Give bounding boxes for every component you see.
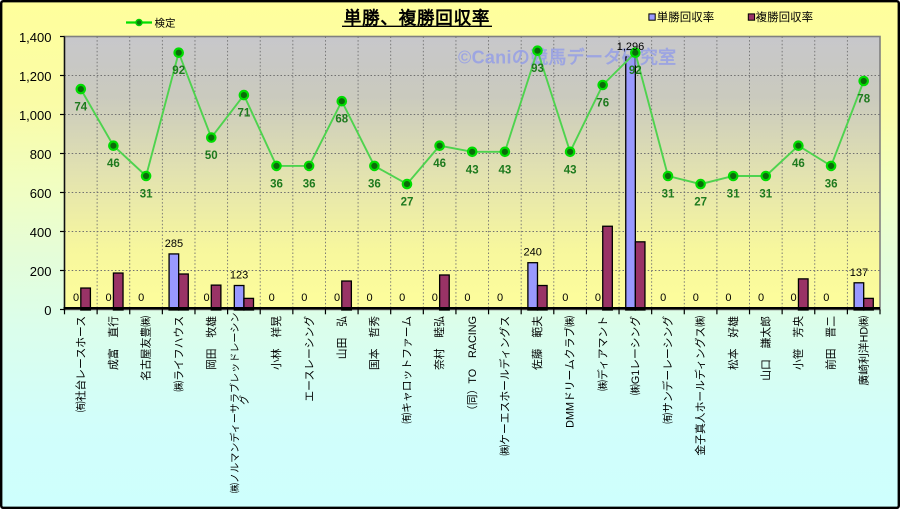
svg-text:0: 0 (497, 292, 503, 304)
svg-text:0: 0 (334, 292, 340, 304)
svg-text:0: 0 (367, 292, 373, 304)
svg-text:43: 43 (466, 164, 479, 176)
svg-text:エースレーシング: エースレーシング (302, 316, 316, 402)
svg-text:0: 0 (562, 292, 568, 304)
svg-text:78: 78 (857, 94, 870, 106)
svg-text:成富 直行: 成富 直行 (106, 316, 120, 370)
svg-text:検定: 検定 (155, 17, 176, 30)
svg-text:0: 0 (660, 292, 666, 304)
svg-text:36: 36 (270, 178, 283, 190)
svg-text:0: 0 (791, 292, 797, 304)
svg-text:0: 0 (758, 292, 764, 304)
svg-text:国本 哲秀: 国本 哲秀 (367, 316, 381, 370)
svg-text:36: 36 (303, 178, 316, 190)
svg-text:31: 31 (140, 189, 153, 201)
svg-text:31: 31 (727, 189, 740, 201)
svg-text:㈱ディアマント: ㈱ディアマント (595, 316, 609, 391)
svg-text:1,000: 1,000 (19, 108, 52, 123)
svg-text:佐藤 範夫: 佐藤 範夫 (530, 316, 544, 370)
svg-text:0: 0 (106, 292, 112, 304)
svg-text:36: 36 (368, 178, 381, 190)
svg-text:50: 50 (205, 150, 218, 162)
svg-text:単勝、複勝回収率: 単勝、複勝回収率 (344, 8, 490, 28)
svg-text:36: 36 (825, 178, 838, 190)
svg-text:小笹 芳央: 小笹 芳央 (791, 316, 805, 370)
svg-text:0: 0 (269, 292, 275, 304)
svg-text:76: 76 (596, 98, 609, 110)
svg-text:DMMドリームクラブ㈱: DMMドリームクラブ㈱ (563, 316, 577, 428)
svg-text:山田 弘: 山田 弘 (335, 316, 348, 359)
svg-text:奈村 睦弘: 奈村 睦弘 (432, 316, 446, 370)
svg-text:137: 137 (850, 267, 868, 279)
svg-text:㈲社台レースホース: ㈲社台レースホース (73, 316, 87, 412)
svg-text:1,400: 1,400 (19, 30, 52, 45)
svg-text:74: 74 (74, 102, 87, 114)
svg-text:31: 31 (662, 189, 675, 201)
svg-text:93: 93 (531, 63, 544, 75)
svg-text:92: 92 (172, 65, 185, 77)
svg-text:43: 43 (564, 164, 577, 176)
svg-text:123: 123 (230, 270, 248, 282)
svg-text:金子真人ホールディングス㈱: 金子真人ホールディングス㈱ (693, 316, 707, 456)
svg-text:複勝回収率: 複勝回収率 (756, 10, 814, 24)
svg-text:小林 祥晃: 小林 祥晃 (269, 316, 283, 370)
svg-text:㈱ライフハウス: ㈱ライフハウス (172, 316, 185, 392)
svg-text:名古屋友豊㈱: 名古屋友豊㈱ (139, 316, 153, 381)
svg-text:廣崎利洋HD㈱: 廣崎利洋HD㈱ (856, 316, 870, 386)
svg-text:松本 好雄: 松本 好雄 (726, 316, 740, 370)
svg-text:1,200: 1,200 (19, 69, 52, 84)
svg-text:（同）TO RACING: （同）TO RACING (466, 316, 479, 416)
svg-text:1,296: 1,296 (617, 41, 645, 53)
svg-text:山口 謙太郎: 山口 謙太郎 (758, 316, 772, 381)
svg-text:46: 46 (792, 158, 805, 170)
svg-text:0: 0 (399, 292, 405, 304)
svg-text:0: 0 (73, 292, 79, 304)
svg-text:㈲キャロットファーム: ㈲キャロットファーム (401, 316, 414, 424)
svg-text:600: 600 (30, 186, 52, 201)
svg-text:285: 285 (165, 238, 183, 250)
svg-text:200: 200 (30, 264, 52, 279)
svg-text:27: 27 (401, 197, 414, 209)
svg-text:46: 46 (433, 158, 446, 170)
svg-text:0: 0 (464, 292, 470, 304)
svg-text:800: 800 (30, 147, 52, 162)
svg-text:0: 0 (693, 292, 699, 304)
svg-text:0: 0 (203, 292, 209, 304)
svg-text:グ: グ (238, 395, 251, 405)
svg-text:©Caniの競馬データ研究室: ©Caniの競馬データ研究室 (458, 47, 676, 68)
svg-text:0: 0 (595, 292, 601, 304)
svg-text:0: 0 (725, 292, 731, 304)
svg-text:㈱G1レーシング: ㈱G1レーシング (628, 316, 642, 395)
svg-text:43: 43 (499, 164, 512, 176)
svg-text:92: 92 (629, 65, 642, 77)
svg-text:0: 0 (301, 292, 307, 304)
svg-text:31: 31 (759, 189, 772, 201)
svg-text:400: 400 (30, 225, 52, 240)
svg-text:岡田 牧雄: 岡田 牧雄 (204, 316, 218, 370)
svg-text:68: 68 (335, 114, 348, 126)
svg-text:27: 27 (694, 197, 707, 209)
svg-text:0: 0 (432, 292, 438, 304)
svg-text:㈱ケーエスホールディングス: ㈱ケーエスホールディングス (498, 316, 512, 456)
svg-text:前田 晋二: 前田 晋二 (824, 316, 838, 370)
svg-text:0: 0 (823, 292, 829, 304)
svg-text:0: 0 (138, 292, 144, 304)
svg-text:46: 46 (107, 158, 120, 170)
svg-text:71: 71 (238, 108, 251, 120)
svg-text:単勝回収率: 単勝回収率 (657, 10, 715, 24)
svg-text:㈱ノルマンディーサラブレッドレーシン: ㈱ノルマンディーサラブレッドレーシン (228, 313, 241, 494)
svg-text:0: 0 (44, 303, 51, 318)
svg-text:㈲サンデーレーシング: ㈲サンデーレーシング (661, 316, 675, 424)
svg-text:240: 240 (524, 247, 542, 259)
